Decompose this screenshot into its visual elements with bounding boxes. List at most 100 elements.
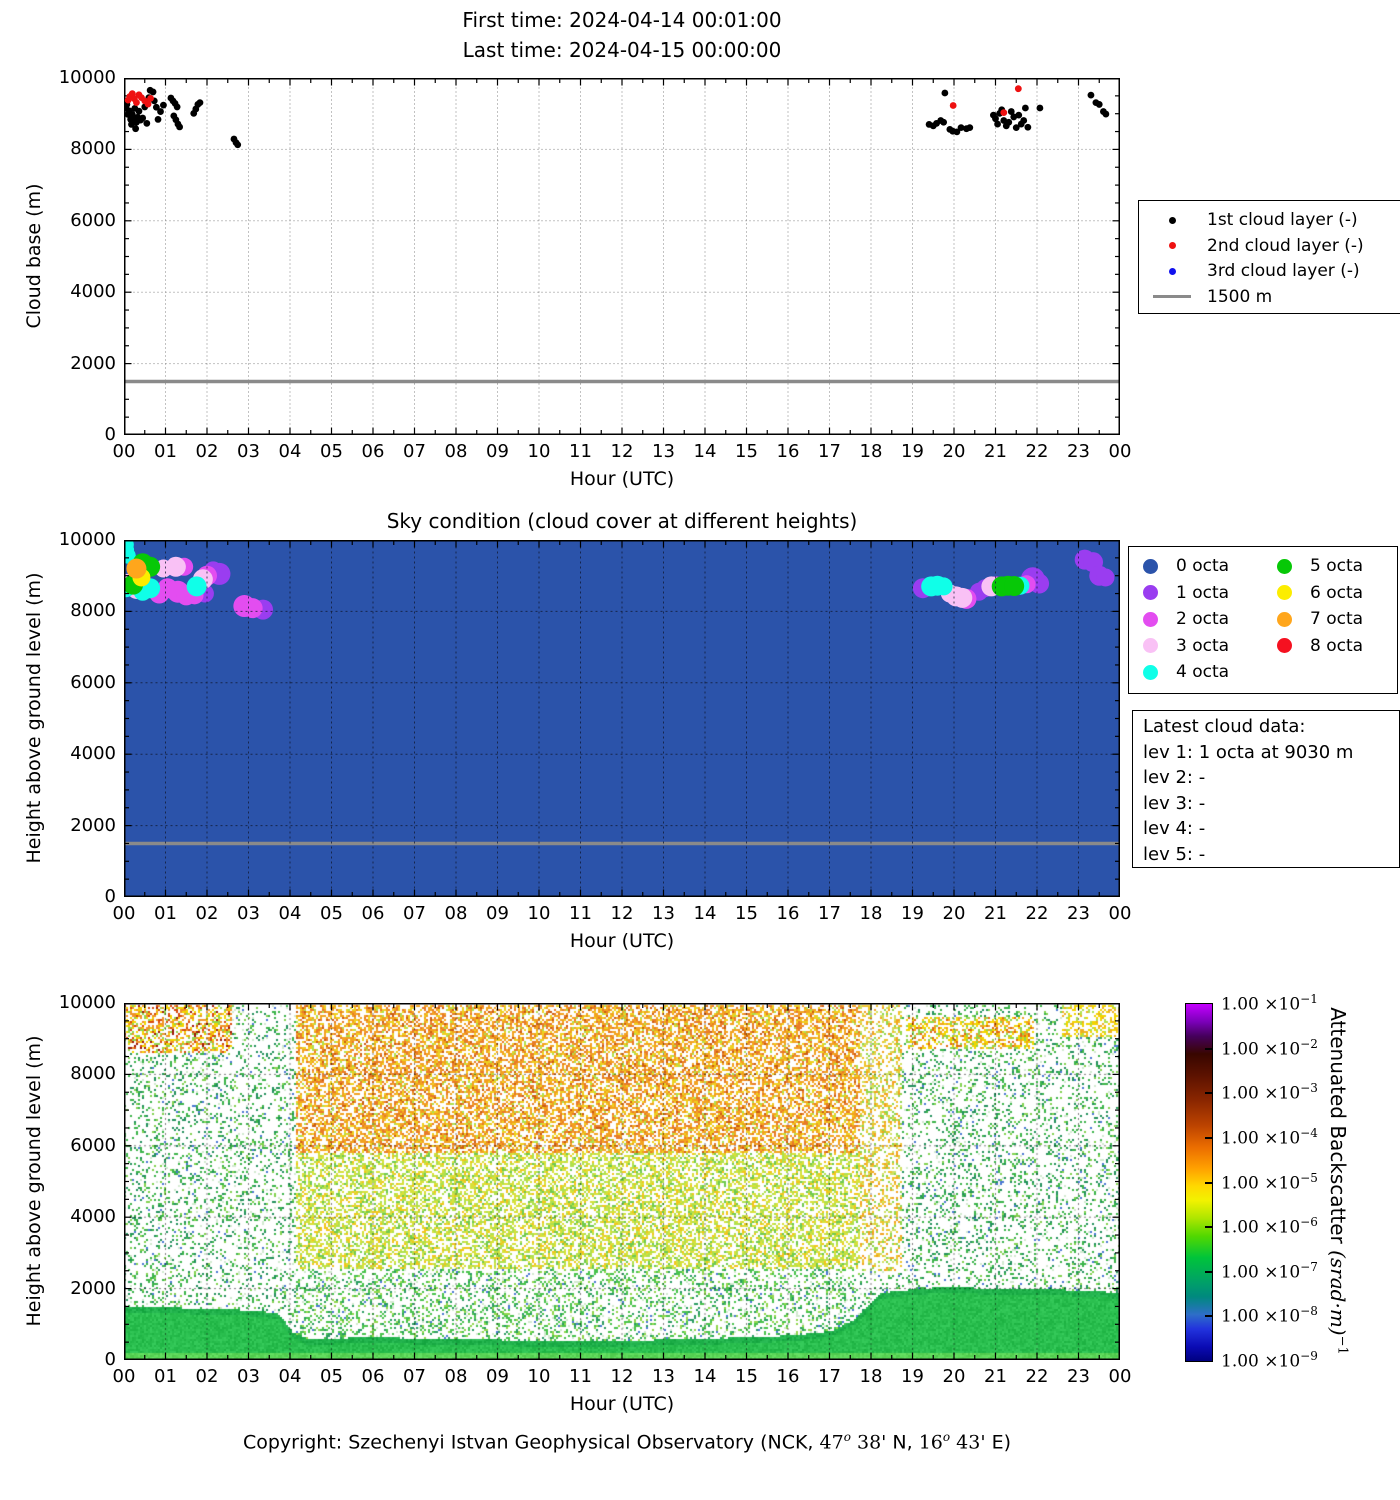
- cloud-base-canvas: [124, 78, 1120, 435]
- x-tick-label: 15: [735, 1366, 758, 1387]
- legend-item: 2nd cloud layer (-): [1153, 235, 1393, 257]
- octa-point: [186, 576, 207, 597]
- octa-legend-item: 4 octa: [1143, 661, 1263, 683]
- x-tick-label: 06: [361, 441, 385, 462]
- colorbar-axis-label: Attenuated Backscatter (srad·m)−1: [1326, 1007, 1350, 1355]
- cloud-layer-point-1: [1036, 104, 1044, 112]
- latest-cloud-data-line: lev 4: -: [1143, 818, 1206, 839]
- legend-label: 3rd cloud layer (-): [1207, 261, 1360, 281]
- octa-legend-label: 8 octa: [1310, 635, 1364, 656]
- x-tick-label: 06: [361, 1366, 385, 1387]
- colorbar-tick-label: 1.00 ×10−9: [1221, 1349, 1318, 1372]
- latest-cloud-data-line: lev 5: -: [1143, 843, 1206, 865]
- latest-cloud-data-line: lev 2: -: [1143, 767, 1206, 788]
- x-tick-label: 03: [237, 903, 260, 924]
- x-tick-label: 01: [154, 441, 177, 462]
- cloud-layer-point-1: [154, 116, 162, 123]
- x-tick-label: 07: [403, 903, 426, 924]
- x-tick-label: 17: [818, 1366, 841, 1387]
- copyright-footer: Copyright: Szechenyi Istvan Geophysical …: [242, 1430, 1012, 1454]
- x-tick-label: 13: [652, 1366, 675, 1387]
- octa-point: [934, 577, 953, 596]
- legend-item: 1st cloud layer (-): [1153, 209, 1393, 231]
- x-tick-label: 04: [278, 903, 302, 924]
- x-tick-label: 15: [735, 441, 758, 462]
- octa-legend-item: 8 octa: [1277, 635, 1397, 657]
- x-tick-label: 19: [901, 441, 924, 462]
- colorbar-tick-label: 1.00 ×10−6: [1221, 1215, 1318, 1238]
- x-tick-label: 21: [984, 441, 1007, 462]
- x-tick-label: 11: [569, 903, 592, 924]
- x-tick-label: 20: [942, 1366, 966, 1387]
- octa-legend-dot: [1277, 638, 1292, 653]
- octa-legend-item: 1 octa: [1143, 582, 1263, 604]
- y-tick-label: 0: [104, 1349, 116, 1370]
- x-tick-label: 04: [278, 1366, 302, 1387]
- sky-condition-canvas: [124, 540, 1120, 897]
- x-tick-label: 21: [984, 1366, 1007, 1387]
- x-tick-label: 02: [195, 441, 219, 462]
- cloud-layer-point-1: [149, 88, 157, 96]
- x-tick-label: 23: [1067, 1366, 1090, 1387]
- octa-legend-dot: [1143, 638, 1158, 653]
- sky-condition-xlabel: Hour (UTC): [569, 930, 675, 952]
- y-tick-label: 8000: [70, 600, 116, 622]
- x-tick-label: 12: [610, 903, 634, 924]
- cloud-base-plot: [124, 78, 1120, 435]
- x-tick-label: 15: [735, 903, 758, 924]
- x-tick-label: 08: [444, 903, 468, 924]
- x-tick-label: 12: [610, 441, 634, 462]
- x-tick-label: 01: [154, 903, 177, 924]
- cloud-layer-point-1: [957, 124, 965, 132]
- x-tick-label: 02: [195, 903, 219, 924]
- x-tick-label: 08: [444, 441, 468, 462]
- x-tick-label: 05: [320, 903, 343, 924]
- cloud-layer-point-2: [147, 94, 154, 102]
- legend-label: 1st cloud layer (-): [1207, 210, 1358, 230]
- x-tick-label: 00: [112, 903, 136, 924]
- x-tick-label: 22: [1025, 1366, 1049, 1387]
- cloud-layer-point-1: [160, 101, 167, 109]
- y-tick-label: 2000: [70, 352, 116, 374]
- x-tick-label: 08: [444, 1366, 468, 1387]
- octa-legend-label: 0 octa: [1176, 556, 1230, 576]
- y-tick-label: 6000: [70, 209, 116, 231]
- cloud-layer-point-2: [144, 100, 152, 108]
- octa-legend-item: 6 octa: [1277, 582, 1397, 604]
- colorbar-tick: [1205, 1136, 1212, 1139]
- y-tick-label: 4000: [70, 743, 116, 765]
- x-tick-label: 12: [610, 1366, 634, 1387]
- x-tick-label: 10: [527, 903, 551, 924]
- colorbar-tick-label: 1.00 ×10−3: [1221, 1081, 1318, 1104]
- latest-cloud-data-line: lev 3: -: [1143, 792, 1206, 814]
- octa-legend-dot: [1143, 664, 1158, 680]
- cloud-layer-legend: 1st cloud layer (-) 2nd cloud layer (-) 3r…: [1138, 200, 1400, 314]
- octa-point: [242, 598, 263, 619]
- octa-point: [952, 587, 973, 608]
- x-tick-label: 16: [776, 903, 800, 924]
- x-tick-label: 18: [859, 1366, 883, 1387]
- cloud-layer-point-1: [176, 123, 184, 131]
- y-tick-label: 10000: [58, 67, 116, 88]
- cloud-layer-point-1: [992, 115, 999, 123]
- octa-legend-dot: [1277, 558, 1292, 574]
- sky-condition-title: Sky condition (cloud cover at different …: [386, 509, 858, 533]
- y-tick-label: 4000: [70, 1206, 116, 1228]
- x-tick-label: 09: [486, 441, 509, 462]
- x-tick-label: 05: [320, 441, 343, 462]
- y-tick-label: 10000: [58, 992, 116, 1013]
- cloud-layer-point-1: [152, 103, 160, 111]
- octa-legend-label: 3 octa: [1176, 635, 1230, 656]
- colorbar-tick-label: 1.00 ×10−2: [1221, 1036, 1318, 1060]
- x-tick-label: 14: [693, 1366, 717, 1387]
- y-tick-label: 2000: [70, 1277, 116, 1299]
- cloud-layer-point-1: [1020, 117, 1028, 124]
- x-tick-label: 22: [1025, 903, 1049, 924]
- colorbar-tick-label: 1.00 ×10−5: [1221, 1170, 1318, 1194]
- octa-legend-label: 7 octa: [1310, 609, 1364, 629]
- legend-item: 3rd cloud layer (-): [1153, 260, 1393, 282]
- legend-dot-sample: [1169, 267, 1176, 275]
- y-tick-label: 2000: [70, 814, 116, 836]
- octa-legend-label: 1 octa: [1176, 582, 1230, 603]
- colorbar-tick-label: 1.00 ×10−8: [1221, 1304, 1318, 1328]
